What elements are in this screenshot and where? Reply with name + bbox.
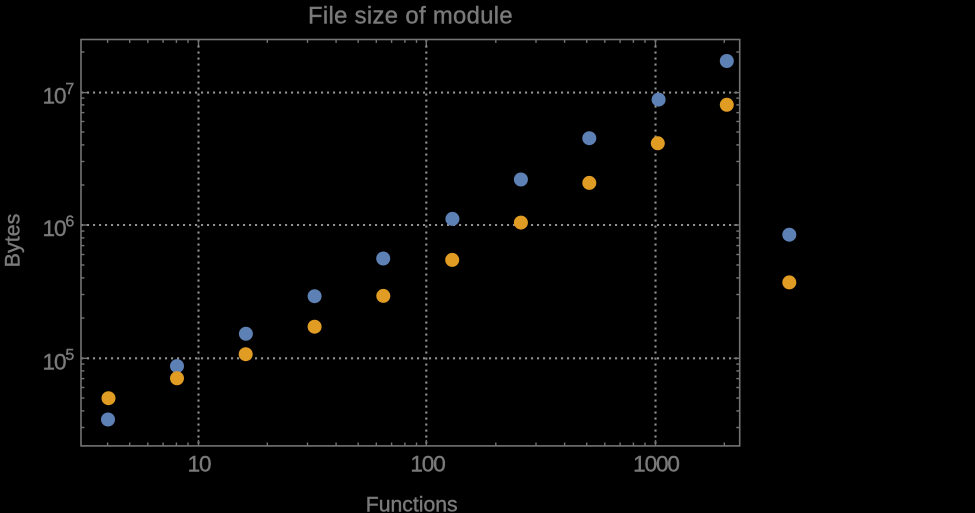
svg-text:File size of module: File size of module [308, 3, 513, 30]
svg-text:1000: 1000 [633, 452, 679, 477]
svg-text:107: 107 [43, 81, 75, 109]
svg-text:105: 105 [43, 347, 75, 375]
svg-text:Functions: Functions [366, 493, 458, 513]
svg-text:106: 106 [43, 214, 75, 242]
svg-text:10: 10 [188, 452, 211, 477]
svg-text:100: 100 [410, 452, 445, 477]
svg-text:Bytes: Bytes [1, 214, 25, 268]
